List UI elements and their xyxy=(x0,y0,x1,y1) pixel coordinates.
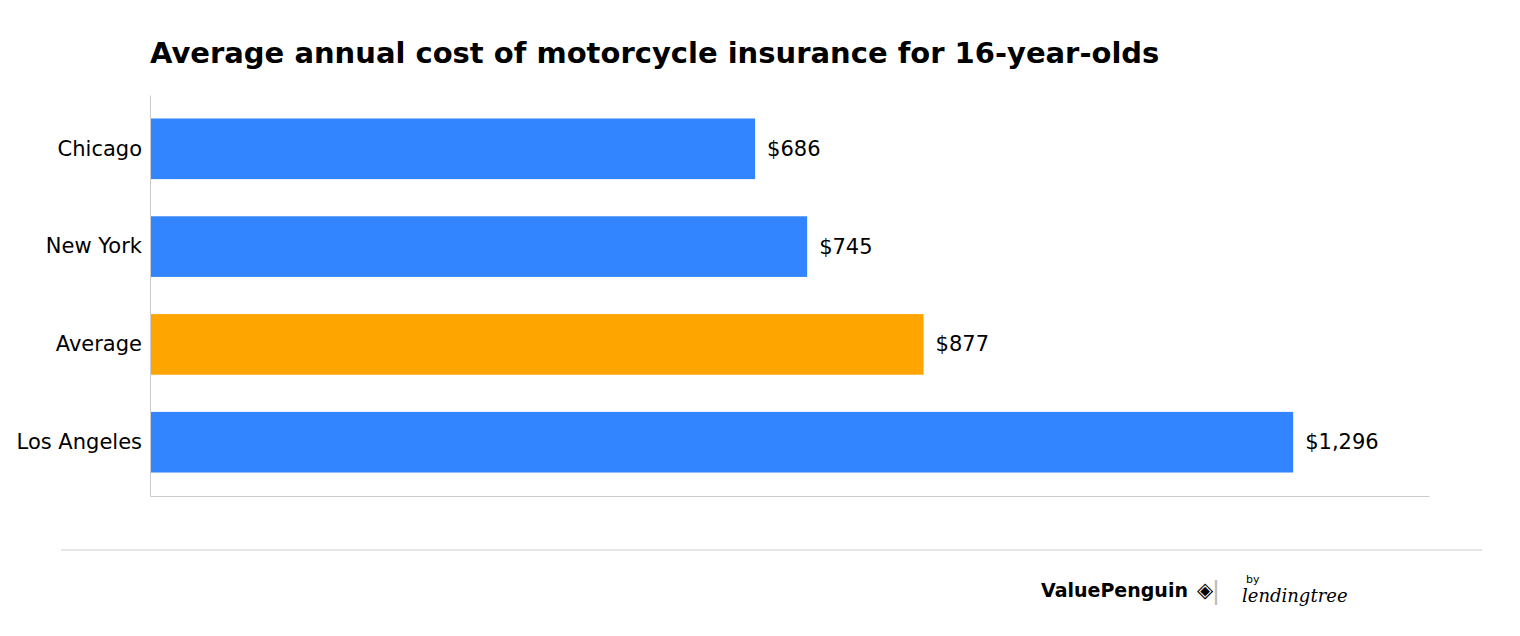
y-axis-line xyxy=(150,96,151,497)
plot: Los AngelesAverageNew YorkChicago$1,296$… xyxy=(17,96,1430,497)
data-label: $877 xyxy=(936,332,989,356)
y-tick-label: Average xyxy=(56,332,142,356)
y-tick: Average xyxy=(56,332,142,356)
bar xyxy=(150,216,807,277)
y-tick: New York xyxy=(46,234,143,258)
y-tick-label: Los Angeles xyxy=(17,430,142,454)
y-tick-label: New York xyxy=(46,234,143,258)
background xyxy=(0,0,1520,636)
data-label: $1,296 xyxy=(1305,430,1378,454)
title: Average annual cost of motorcycle insura… xyxy=(150,36,1159,70)
y-tick: Chicago xyxy=(58,137,142,161)
y-axis: Los Angeles Average New York Chicago xyxy=(17,96,151,497)
y-tick: Los Angeles xyxy=(17,430,142,454)
bar xyxy=(150,314,924,375)
data-label: $745 xyxy=(819,235,872,259)
footer-brand: ValuePenguin xyxy=(1041,579,1188,601)
y-tick-label: Chicago xyxy=(58,137,142,161)
data-label: $686 xyxy=(767,137,820,161)
footer-divider: | xyxy=(1212,576,1220,605)
bar xyxy=(150,412,1293,473)
bar xyxy=(150,118,755,179)
chart-svg: Los AngelesAverageNew YorkChicago$1,296$… xyxy=(0,0,1520,636)
x-axis-line xyxy=(151,496,1430,497)
footer-separator xyxy=(61,550,1482,551)
x-axis xyxy=(151,496,1430,497)
data-labels: $1,296 $877 $745 $686 xyxy=(767,137,1379,454)
footer-partner: lendingtree xyxy=(1242,585,1348,606)
bars xyxy=(150,118,1293,472)
